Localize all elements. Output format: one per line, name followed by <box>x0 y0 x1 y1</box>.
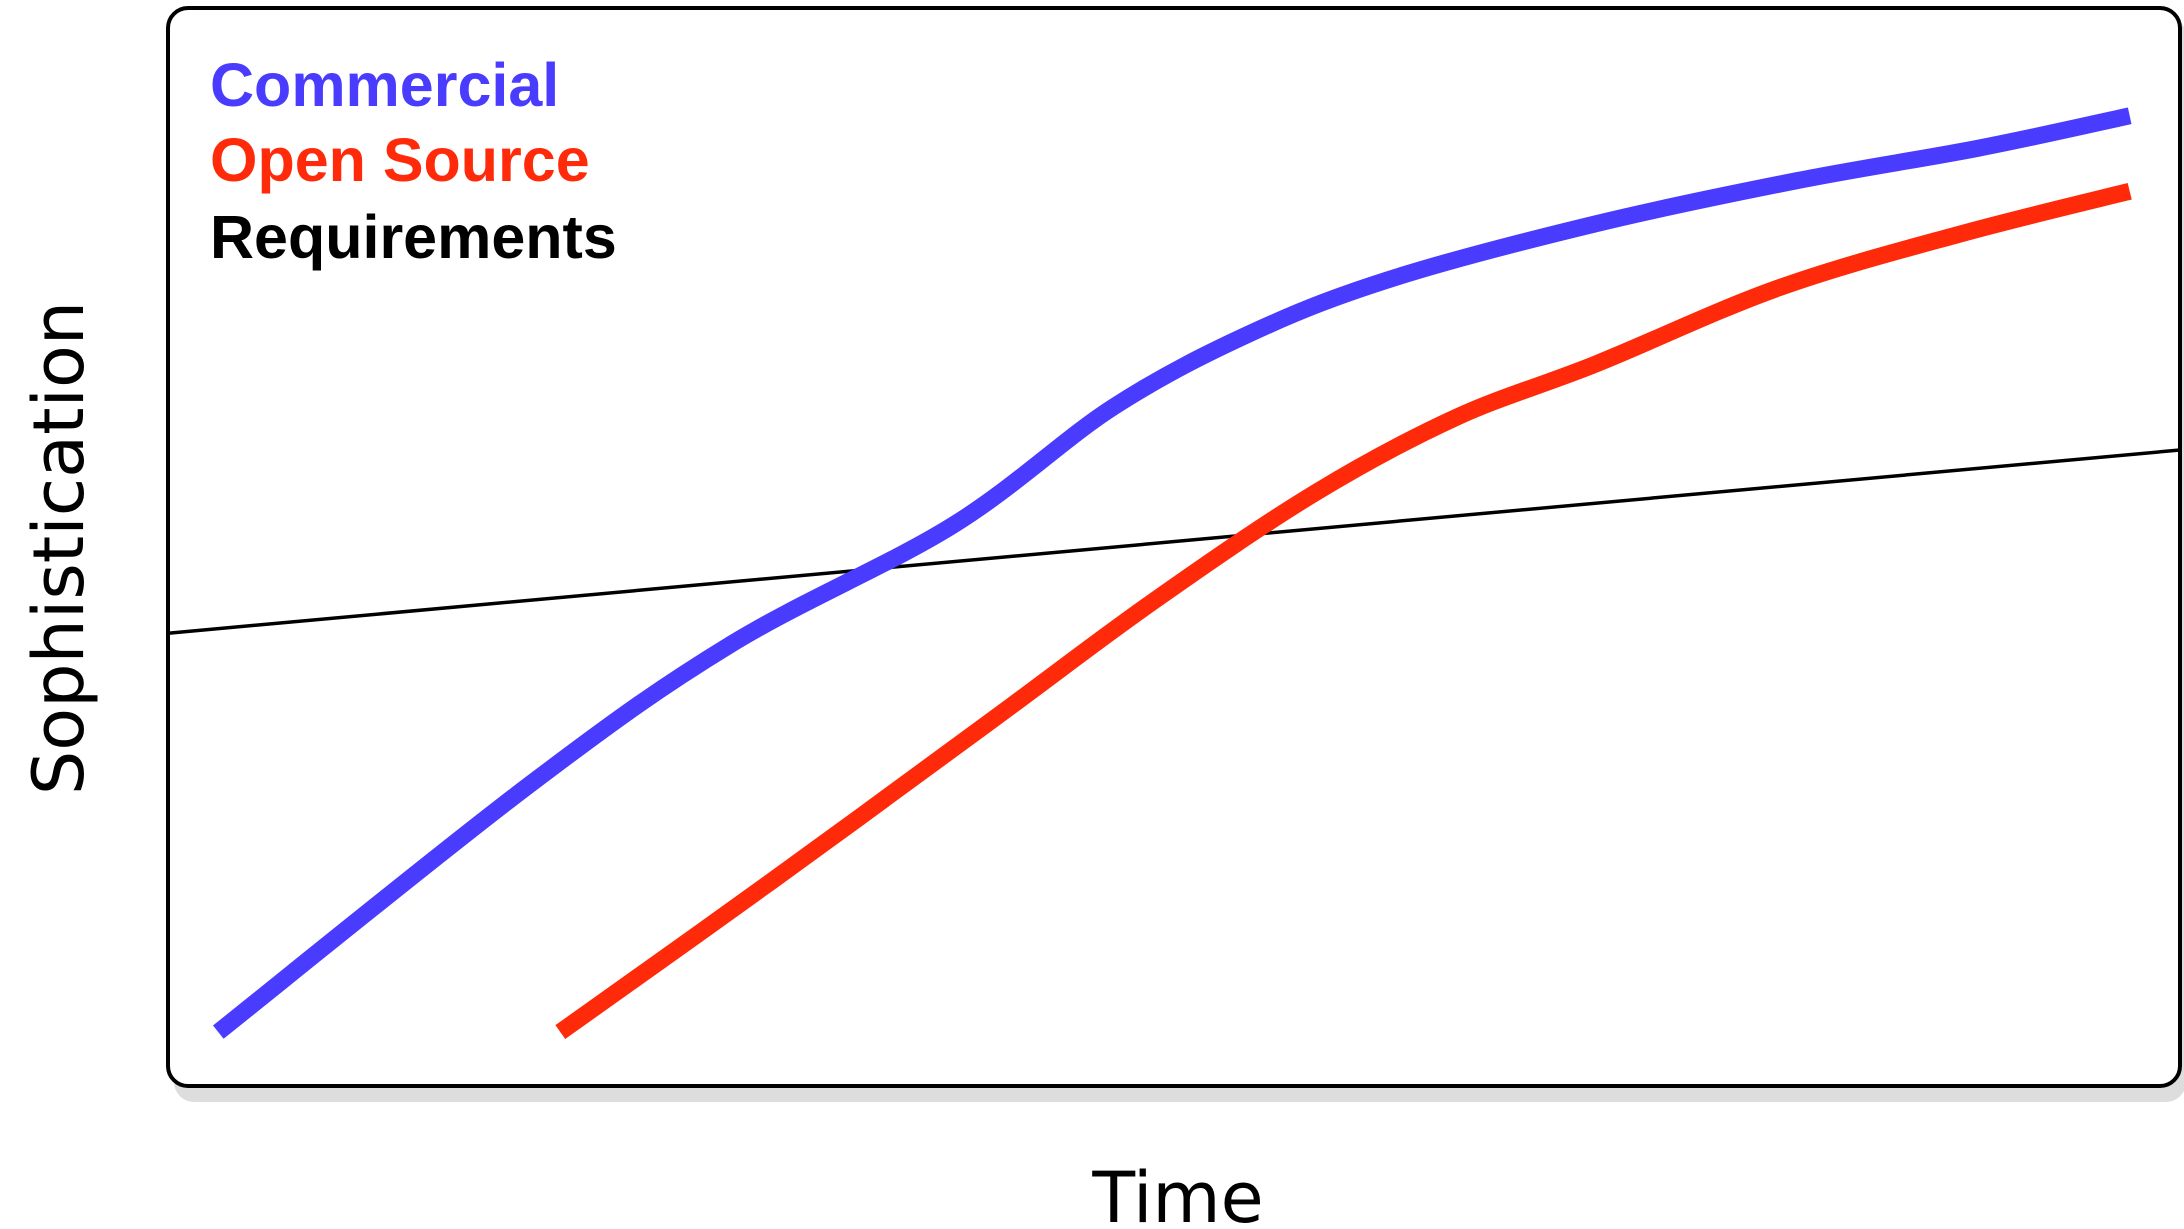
legend-item-open-source: Open Source <box>210 126 590 194</box>
y-axis-label: Sophistication <box>18 301 100 795</box>
series-line-open-source <box>555 183 2132 1040</box>
x-axis-label: Time <box>1091 1157 1263 1229</box>
legend-item-requirements: Requirements <box>210 203 617 271</box>
series-layer <box>168 107 2180 1040</box>
plot-frame <box>166 6 2182 1088</box>
legend-item-commercial: Commercial <box>210 51 559 119</box>
series-line-requirements <box>168 448 2180 635</box>
series-line-commercial <box>213 107 2132 1039</box>
legend: Commercial Open Source Requirements <box>210 51 617 271</box>
